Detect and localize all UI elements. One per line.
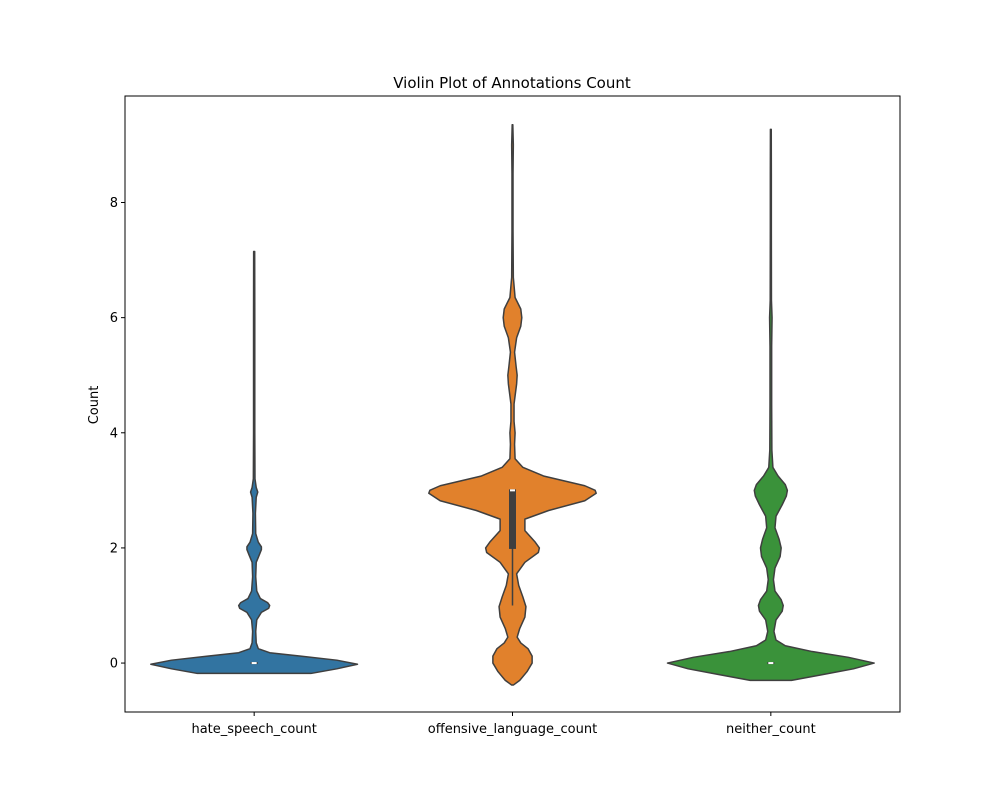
y-tick-label: 6 bbox=[110, 311, 118, 326]
y-tick-label: 2 bbox=[110, 541, 118, 556]
ticks-group: 0 2 4 6 8 hate_speech_count offensive_language… bbox=[110, 196, 816, 737]
plot-frame bbox=[124, 95, 901, 713]
y-tick-label: 4 bbox=[110, 426, 118, 441]
x-tick-label: neither_count bbox=[726, 722, 816, 737]
x-tick-label: hate_speech_count bbox=[191, 722, 316, 737]
median-marker-hate_speech_count bbox=[251, 662, 257, 665]
median-marker-neither_count bbox=[768, 662, 774, 665]
chart-title: Violin Plot of Annotations Count bbox=[393, 74, 631, 92]
y-tick-label: 0 bbox=[110, 657, 118, 672]
violins-group bbox=[150, 124, 875, 686]
violin-neither_count bbox=[666, 128, 875, 682]
x-tick-label: offensive_language_count bbox=[428, 722, 597, 737]
iqr-box-offensive_language_count bbox=[509, 489, 516, 549]
violin-hate_speech_count bbox=[150, 250, 359, 675]
y-tick-label: 8 bbox=[110, 196, 118, 211]
violin-offensive_language_count bbox=[428, 124, 597, 686]
median-marker-offensive_language_count bbox=[510, 489, 515, 492]
y-axis-label: Count bbox=[87, 386, 102, 425]
